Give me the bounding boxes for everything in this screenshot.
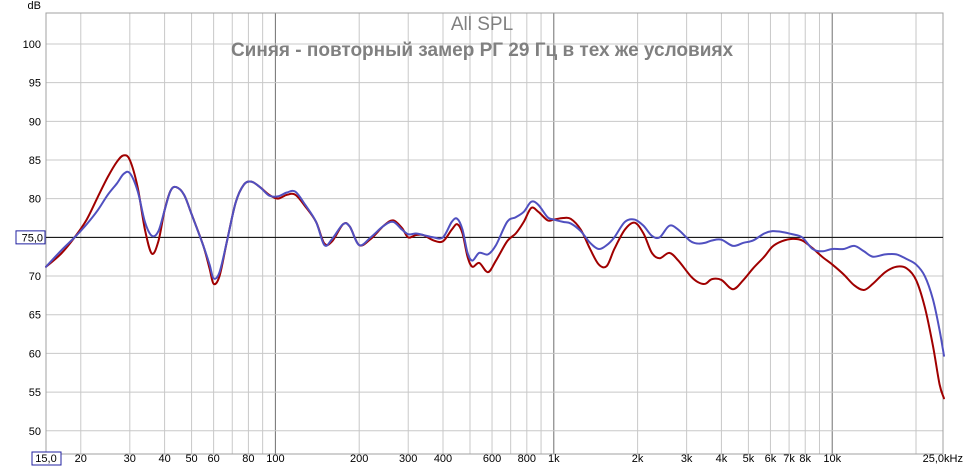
x-tick-label: 30 <box>124 453 136 465</box>
y-tick-label: 80 <box>29 194 41 206</box>
x-tick-label: 7k <box>783 453 795 465</box>
y-tick-label: 95 <box>29 78 41 90</box>
y-tick-label: 90 <box>29 116 41 128</box>
x-tick-label: 800 <box>518 453 536 465</box>
y-tick-label: 60 <box>29 348 41 360</box>
x-tick-label: 3k <box>681 453 693 465</box>
x-tick-label: 4k <box>716 453 728 465</box>
x-tick-label: 400 <box>434 453 452 465</box>
plot-frame <box>45 12 944 455</box>
reference-value-box <box>15 230 46 245</box>
x-tick-label: 600 <box>483 453 501 465</box>
x-tick-label: 5k <box>743 453 755 465</box>
y-tick-label: 50 <box>29 426 41 438</box>
series-red-line <box>45 154 945 400</box>
x-start-box <box>31 451 62 466</box>
reference-value-label: 75,0 <box>22 232 43 244</box>
chart-subtitle: Синяя - повторный замер РГ 29 Гц в тех ж… <box>231 40 734 61</box>
y-tick-label: 55 <box>29 387 41 399</box>
x-tick-label: 100 <box>266 453 284 465</box>
x-tick-label: 60 <box>207 453 219 465</box>
x-tick-label: 8k <box>799 453 811 465</box>
y-tick-label: 100 <box>23 39 41 51</box>
x-tick-label: 6k <box>765 453 777 465</box>
x-tick-label: 200 <box>350 453 368 465</box>
x-tick-label: 25,0kHz <box>923 453 963 465</box>
x-tick-label: 50 <box>185 453 197 465</box>
x-tick-label: 300 <box>399 453 417 465</box>
x-tick-label: 80 <box>242 453 254 465</box>
y-tick-label: 65 <box>29 310 41 322</box>
y-axis-unit: dB <box>28 0 41 12</box>
x-tick-label: 10k <box>823 453 841 465</box>
y-tick-label: 85 <box>29 155 41 167</box>
series-blue-line <box>45 170 945 357</box>
x-tick-label: 2k <box>632 453 644 465</box>
x-tick-label: 40 <box>158 453 170 465</box>
chart-title: All SPL <box>451 14 513 35</box>
x-tick-label: 20 <box>75 453 87 465</box>
x-tick-label: 1k <box>548 453 560 465</box>
x-start-label: 15,0 <box>35 453 56 465</box>
y-tick-label: 70 <box>29 271 41 283</box>
